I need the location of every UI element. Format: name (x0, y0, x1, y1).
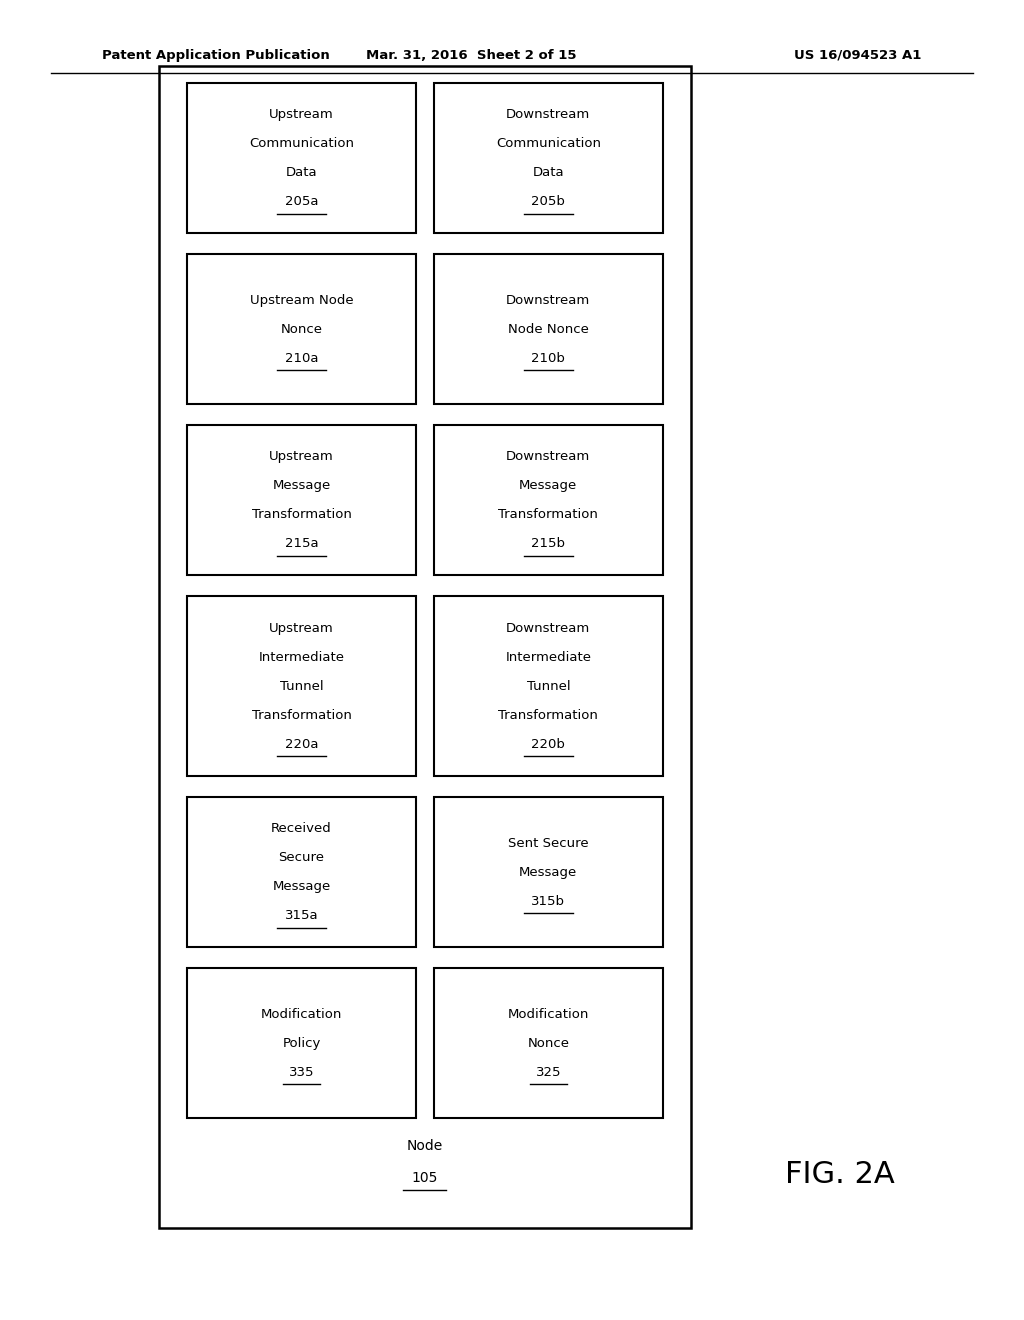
Text: Downstream: Downstream (506, 293, 591, 306)
Text: Communication: Communication (496, 137, 601, 150)
Text: Intermediate: Intermediate (506, 651, 591, 664)
FancyBboxPatch shape (434, 425, 663, 576)
Text: Data: Data (286, 166, 317, 180)
Text: Modification: Modification (508, 1007, 589, 1020)
FancyBboxPatch shape (187, 83, 416, 234)
FancyBboxPatch shape (187, 255, 416, 404)
Text: Upstream: Upstream (269, 622, 334, 635)
FancyBboxPatch shape (434, 83, 663, 234)
Text: Transformation: Transformation (252, 709, 351, 722)
Text: Sent Secure: Sent Secure (508, 837, 589, 850)
Text: Upstream: Upstream (269, 108, 334, 121)
FancyBboxPatch shape (187, 968, 416, 1118)
FancyBboxPatch shape (187, 425, 416, 576)
FancyBboxPatch shape (434, 968, 663, 1118)
Text: Patent Application Publication: Patent Application Publication (102, 49, 330, 62)
Text: Transformation: Transformation (499, 709, 598, 722)
Text: Policy: Policy (283, 1036, 321, 1049)
Text: Nonce: Nonce (527, 1036, 569, 1049)
Text: Nonce: Nonce (281, 322, 323, 335)
Text: 335: 335 (289, 1065, 314, 1078)
Text: Intermediate: Intermediate (259, 651, 344, 664)
Text: Downstream: Downstream (506, 450, 591, 463)
Text: Transformation: Transformation (499, 508, 598, 521)
Text: 220b: 220b (531, 738, 565, 751)
Text: 215b: 215b (531, 537, 565, 550)
Text: Tunnel: Tunnel (280, 680, 324, 693)
Text: Node Nonce: Node Nonce (508, 322, 589, 335)
Text: FIG. 2A: FIG. 2A (784, 1160, 895, 1189)
FancyBboxPatch shape (434, 597, 663, 776)
Text: Downstream: Downstream (506, 108, 591, 121)
Text: Node: Node (407, 1139, 443, 1152)
Text: Secure: Secure (279, 851, 325, 865)
Text: Message: Message (272, 880, 331, 894)
Text: 325: 325 (536, 1065, 561, 1078)
Text: Transformation: Transformation (252, 508, 351, 521)
Text: Mar. 31, 2016  Sheet 2 of 15: Mar. 31, 2016 Sheet 2 of 15 (366, 49, 577, 62)
FancyBboxPatch shape (187, 797, 416, 946)
FancyBboxPatch shape (434, 797, 663, 946)
Text: 220a: 220a (285, 738, 318, 751)
Text: US 16/094523 A1: US 16/094523 A1 (795, 49, 922, 62)
Text: Upstream: Upstream (269, 450, 334, 463)
FancyBboxPatch shape (159, 66, 691, 1228)
Text: Message: Message (519, 479, 578, 492)
Text: 210b: 210b (531, 351, 565, 364)
Text: Tunnel: Tunnel (526, 680, 570, 693)
Text: Message: Message (272, 479, 331, 492)
Text: Communication: Communication (249, 137, 354, 150)
Text: 105: 105 (412, 1171, 438, 1185)
Text: Data: Data (532, 166, 564, 180)
Text: 315b: 315b (531, 895, 565, 908)
Text: 315a: 315a (285, 909, 318, 923)
Text: 210a: 210a (285, 351, 318, 364)
Text: 205b: 205b (531, 195, 565, 209)
Text: Upstream Node: Upstream Node (250, 293, 353, 306)
Text: 215a: 215a (285, 537, 318, 550)
FancyBboxPatch shape (434, 255, 663, 404)
Text: Modification: Modification (261, 1007, 342, 1020)
Text: Downstream: Downstream (506, 622, 591, 635)
Text: 205a: 205a (285, 195, 318, 209)
Text: Message: Message (519, 866, 578, 879)
Text: Received: Received (271, 822, 332, 836)
FancyBboxPatch shape (187, 597, 416, 776)
